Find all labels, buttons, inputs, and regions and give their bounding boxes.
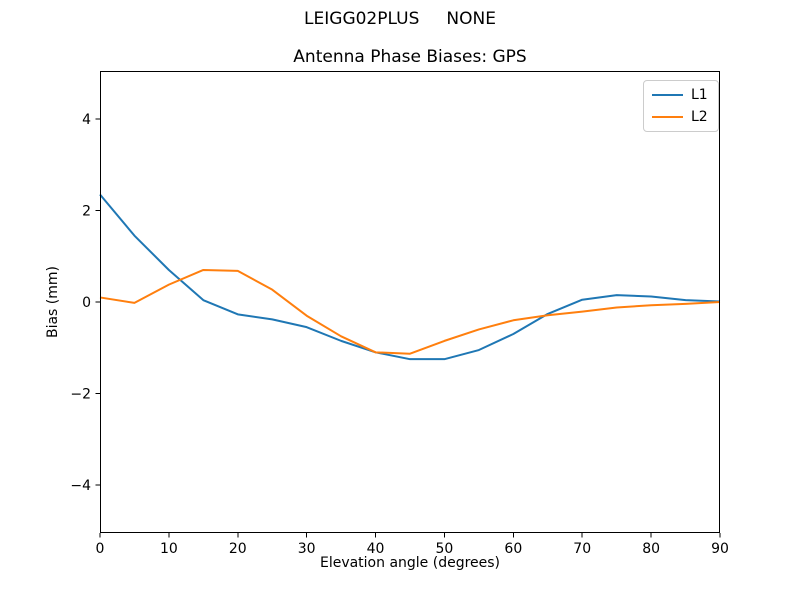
x-tick-label: 10 — [160, 541, 178, 557]
l1-line-swatch — [652, 94, 683, 96]
figure-suptitle: LEIGG02PLUS NONE — [304, 9, 496, 29]
x-tick-label: 20 — [229, 541, 247, 557]
legend-item-l2: L2 — [652, 110, 708, 124]
x-tick-label: 0 — [96, 541, 105, 557]
y-tick-label: 4 — [82, 112, 91, 128]
y-ticks: −4 −2 0 2 4 — [70, 112, 100, 494]
l2-line-swatch — [652, 116, 683, 118]
y-tick-label: −4 — [70, 478, 91, 494]
l2-series-line — [99, 268, 721, 355]
chart-title: Antenna Phase Biases: GPS — [293, 47, 527, 67]
x-ticks: 0 10 20 30 40 50 60 70 80 90 — [96, 533, 729, 557]
y-tick-label: −2 — [70, 386, 91, 402]
axes-spines — [100, 71, 720, 533]
x-tick-label: 60 — [504, 541, 522, 557]
y-tick-label: 0 — [82, 295, 91, 311]
l1-series-line — [99, 193, 721, 361]
x-tick-label: 70 — [573, 541, 591, 557]
x-axis-label: Elevation angle (degrees) — [319, 555, 501, 571]
y-tick-label: 2 — [82, 204, 91, 220]
legend-item-l1: L1 — [652, 88, 708, 102]
series-lines — [99, 193, 721, 361]
x-tick-label: 30 — [298, 541, 316, 557]
legend: L1 L2 — [643, 80, 719, 132]
x-tick-label: 90 — [711, 541, 729, 557]
x-tick-label: 40 — [367, 541, 385, 557]
x-tick-label: 50 — [436, 541, 454, 557]
legend-label-l2: L2 — [691, 109, 708, 125]
y-axis-label: Bias (mm) — [45, 265, 61, 339]
x-tick-label: 80 — [642, 541, 660, 557]
legend-label-l1: L1 — [691, 87, 708, 103]
